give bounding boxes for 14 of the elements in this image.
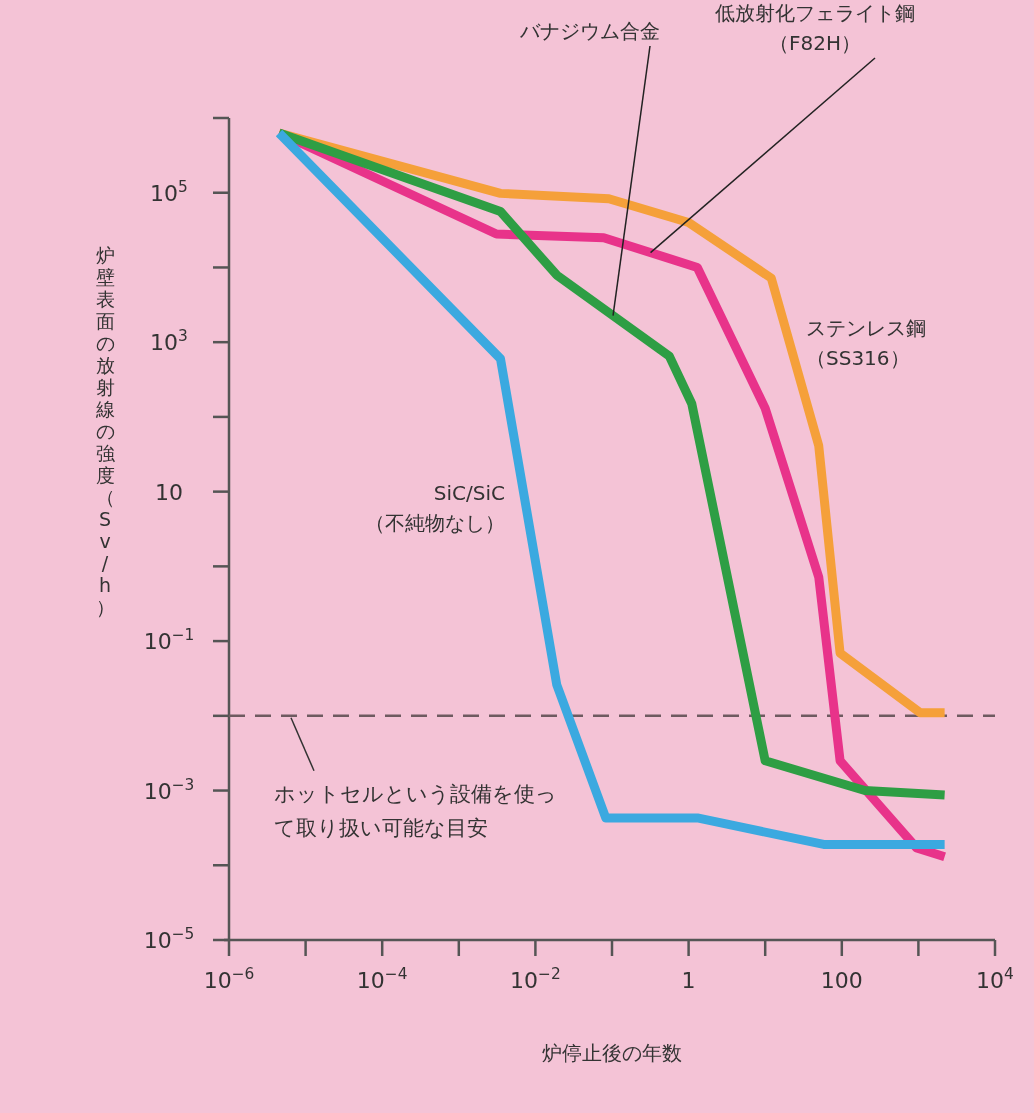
x-axis-title: 炉停止後の年数 [542,1041,682,1065]
x-tick-label: 1 [681,968,696,993]
y-tick-label: 10$^{5}$ [150,177,188,206]
y-tick-label: 10$^{−5}$ [143,925,195,953]
x-tick-label: 100 [820,968,863,993]
x-tick-label: 10$^{−2}$ [510,965,561,993]
y-axis-title: 炉壁表面の放射線の強度（Sv/h） [95,244,115,618]
y-tick-label: 10$^{−3}$ [143,775,195,804]
y-tick-label: 10 [155,479,183,505]
y-tick-label: 10$^{3}$ [150,327,188,356]
x-tick-label: 10$^{4}$ [976,965,1014,993]
y-tick-label: 10$^{−1}$ [143,626,195,655]
x-tick-label: 10$^{−4}$ [356,965,408,993]
x-tick-label: 10$^{−6}$ [203,965,255,993]
